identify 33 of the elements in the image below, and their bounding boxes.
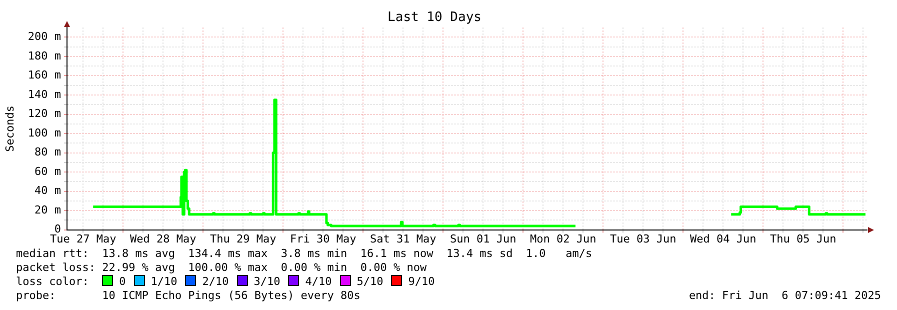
y-tick-label: 140 m <box>28 88 62 101</box>
chart-title: Last 10 Days <box>388 10 482 26</box>
y-tick-label: 180 m <box>28 49 62 62</box>
x-tick-label: Sun 01 Jun <box>450 232 516 246</box>
legend-label: 2/10 <box>202 275 229 288</box>
legend-label: 5/10 <box>356 275 384 288</box>
x-tick-label: Thu 05 Jun <box>770 232 836 246</box>
legend-label: 1/10 <box>150 275 178 288</box>
legend-label: 3/10 <box>254 275 280 288</box>
legend-title: loss color: <box>16 275 90 288</box>
x-tick-label: Tue 03 Jun <box>610 232 676 246</box>
y-tick-label: 60 m <box>34 164 62 178</box>
text: packet loss: 22.99 % avg 100.00 % max 0.00 % min 0.00 % now <box>16 261 427 274</box>
text: probe: 10 ICMP Echo Pings (56 Bytes) every 80s <box>16 289 360 302</box>
y-tick-label: 120 m <box>28 107 62 120</box>
x-tick-label: Mon 02 Jun <box>530 232 596 246</box>
x-tick-label: Sat 31 May <box>370 232 437 246</box>
legend-label: 9/10 <box>408 275 435 288</box>
legend-label: 0 <box>119 275 126 288</box>
y-tick-label: 40 m <box>34 184 62 198</box>
x-tick-label: Wed 04 Jun <box>690 232 756 246</box>
y-tick-label: 80 m <box>34 146 62 159</box>
y-tick-label: 160 m <box>28 68 62 82</box>
y-tick-label: 200 m <box>28 30 62 44</box>
y-axis-title: Seconds <box>3 106 16 152</box>
text: end: Fri Jun 6 07:09:41 2025 <box>688 289 881 302</box>
legend-label: 4/10 <box>305 275 332 288</box>
x-tick-label: Fri 30 May <box>290 232 357 246</box>
y-tick-label: 20 m <box>34 203 62 216</box>
y-tick-label: 100 m <box>28 126 62 140</box>
x-tick-label: Thu 29 May <box>210 232 277 246</box>
text: median rtt: 13.8 ms avg 134.4 ms max 3.8 ms min 16.1 ms now 13.4 ms sd 1.0 am/s <box>16 247 592 260</box>
x-tick-label: Wed 28 May <box>130 232 197 246</box>
